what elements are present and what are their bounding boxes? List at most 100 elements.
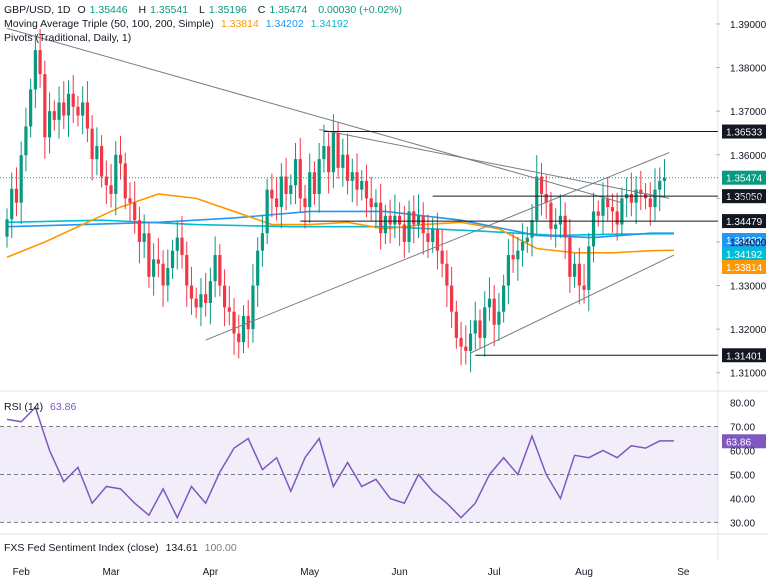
- price-tick-label: 1.38000: [730, 64, 767, 75]
- candle-body: [232, 311, 236, 334]
- ma-label-box: [722, 247, 766, 261]
- candle-body: [421, 215, 425, 234]
- pivot-label: 1.31401: [726, 351, 763, 362]
- fed-title[interactable]: FXS Fed Sentiment Index (close): [4, 542, 159, 554]
- candle-body: [76, 106, 80, 116]
- candle-body: [639, 189, 643, 194]
- time-label: Jul: [488, 567, 501, 578]
- candle-body: [317, 159, 321, 194]
- candle-body: [336, 132, 340, 168]
- candle-body: [85, 102, 90, 129]
- candle-body: [208, 281, 212, 303]
- candle-body: [402, 224, 406, 242]
- candle-body: [606, 198, 610, 208]
- close-value: 1.35474: [269, 4, 308, 16]
- candle-body: [170, 250, 175, 269]
- candle-body: [658, 180, 662, 190]
- candle-body: [133, 202, 137, 221]
- time-label: Jun: [392, 567, 408, 578]
- price-tick-label: 1.31000: [730, 369, 767, 380]
- candle-body: [502, 285, 506, 312]
- candle-body: [298, 159, 302, 199]
- pivot-levels: 1.36533 1.35050 1.34479 1.31401 1.35474 1.342…: [0, 124, 766, 363]
- candle-body: [47, 111, 52, 138]
- fed-value-2: 100.00: [204, 542, 237, 554]
- candle-body: [459, 337, 463, 347]
- rsi-legend: RSI (14) 63.86: [4, 400, 80, 414]
- candle-body: [596, 211, 600, 216]
- ohlc-legend: GBP/USD, 1D O 1.35446 H 1.35541 L 1.35196 C…: [4, 3, 406, 17]
- pivot-label-box: [722, 214, 766, 229]
- current-price-label: 1.35474: [726, 174, 763, 185]
- candle-body: [43, 74, 47, 138]
- ma100-line: [6, 210, 674, 239]
- candle-body: [544, 194, 548, 203]
- ma50-value: 1.33814: [220, 18, 259, 30]
- candle-body: [577, 263, 581, 286]
- candle-body: [100, 146, 104, 177]
- candle-body: [152, 259, 156, 277]
- candle-body: [388, 215, 392, 225]
- symbol-label[interactable]: GBP/USD, 1D: [4, 4, 71, 16]
- pivot-label: 1.35050: [726, 192, 763, 203]
- candle-body: [90, 128, 94, 160]
- candle-body: [312, 172, 317, 194]
- grid-lines: [0, 0, 768, 560]
- candle-body: [256, 250, 260, 286]
- ma200-value: 1.34192: [310, 18, 349, 30]
- rsi-title[interactable]: RSI (14): [4, 401, 44, 413]
- candle-body: [610, 207, 615, 212]
- candle-body: [81, 102, 85, 116]
- candle-body: [426, 233, 430, 242]
- ma-title[interactable]: Moving Average Triple (50, 100, 200, Sim…: [4, 18, 214, 30]
- rsi-tick-label: 60.00: [730, 447, 755, 458]
- candle-body: [374, 202, 378, 208]
- price-tick-label: 1.37000: [730, 107, 767, 118]
- candle-body: [265, 189, 269, 234]
- candle-body: [440, 250, 444, 264]
- ma-label: 1.34202: [726, 236, 763, 247]
- candle-body: [549, 202, 553, 229]
- candle-body: [71, 93, 75, 107]
- candle-body: [341, 154, 345, 168]
- candle-body: [38, 50, 42, 75]
- candle-body: [383, 215, 387, 234]
- candle-body: [563, 215, 567, 238]
- pivots-title[interactable]: Pivots (Traditional, Daily, 1): [4, 32, 132, 44]
- current-price-box: [722, 170, 766, 185]
- rsi-tick-label: 50.00: [730, 470, 755, 481]
- candle-body: [520, 241, 525, 251]
- pivot-label-box: [722, 189, 766, 204]
- candle-body: [511, 255, 515, 260]
- candle-body: [483, 307, 487, 338]
- time-label: Mar: [102, 567, 120, 578]
- candle-body: [308, 172, 312, 208]
- pivots-legend: Pivots (Traditional, Daily, 1): [4, 31, 135, 45]
- time-label: Se: [677, 567, 690, 578]
- candle-body: [185, 255, 189, 286]
- candle-body: [118, 154, 123, 164]
- candle-body: [14, 188, 19, 203]
- time-axis: Feb Mar Apr May Jun Jul Aug Se: [13, 567, 690, 578]
- candle-body: [355, 172, 359, 190]
- candle-body: [454, 311, 458, 338]
- candle-body: [189, 285, 194, 299]
- candle-body: [29, 89, 33, 127]
- pivot-label: 1.36533: [726, 128, 763, 139]
- candle-body: [350, 172, 354, 181]
- candle-body: [284, 176, 288, 194]
- ma-label: 1.33814: [726, 263, 763, 274]
- candle-body: [445, 263, 449, 286]
- ma-label-box: [722, 233, 766, 247]
- candle-body: [33, 50, 37, 90]
- low-label: L: [199, 4, 205, 16]
- candle-body: [194, 298, 198, 308]
- candle-body: [128, 198, 132, 203]
- open-value: 1.35446: [89, 4, 128, 16]
- time-label: Apr: [203, 567, 219, 578]
- rsi-tick-label: 70.00: [730, 423, 755, 434]
- candle-body: [450, 285, 454, 312]
- rsi-value-label: 63.86: [726, 437, 751, 448]
- candle-body: [327, 146, 331, 173]
